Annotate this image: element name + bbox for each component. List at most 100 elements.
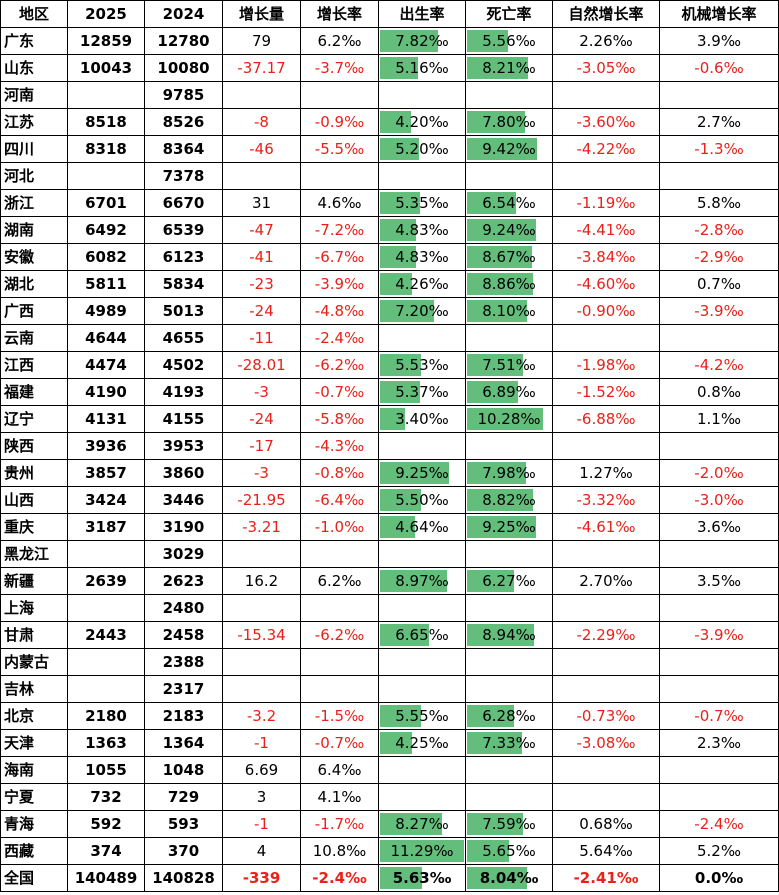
growth-rate-cell [300,81,379,109]
natural-growth-cell: 5.64‰ [552,837,660,865]
data-bar [380,516,415,538]
migration-growth-cell: 5.8‰ [659,189,779,217]
natural-growth-cell [552,756,660,784]
growth-rate-cell [300,648,379,676]
value-2024-cell: 370 [144,837,223,865]
birth-rate-cell: 9.25‰ [378,459,466,487]
table-row: 四川 8318 8364 -46 -5.5‰ 5.20‰ 9.42‰ -4.22‰ -1.3‰ [0,135,779,163]
data-bar [467,489,533,511]
region-cell: 海南 [0,756,68,784]
data-bar [467,462,527,484]
value-2024-cell: 3190 [144,513,223,541]
header-birth-rate: 出生率 [378,0,466,28]
increase-cell: -23 [222,270,301,298]
table-row: 山东 10043 10080 -37.17 -3.7‰ 5.16‰ 8.21‰ -3.05‰ -… [0,54,779,82]
birth-rate-cell: 5.20‰ [378,135,466,163]
data-bar [467,570,514,592]
increase-cell: 4 [222,837,301,865]
death-rate-cell: 8.04‰ [465,864,553,892]
data-bar [380,30,439,52]
data-bar [380,381,420,403]
death-rate-cell: 6.28‰ [465,702,553,730]
table-row: 宁夏 732 729 3 4.1‰ [0,783,779,811]
birth-rate-cell: 5.55‰ [378,702,466,730]
header-growth-rate: 增长率 [300,0,379,28]
bar-value-label: 4.64‰ [395,518,449,536]
growth-rate-cell [300,594,379,622]
data-bar [467,624,534,646]
migration-growth-cell: -0.6‰ [659,54,779,82]
death-rate-cell [465,162,553,190]
value-2024-cell: 3029 [144,540,223,568]
value-2025-cell: 2639 [67,567,145,595]
value-2024-cell: 2388 [144,648,223,676]
table-row: 青海 592 593 -1 -1.7‰ 8.27‰ 7.59‰ 0.68‰ -2.4‰ [0,810,779,838]
death-rate-cell: 8.21‰ [465,54,553,82]
value-2025-cell: 2180 [67,702,145,730]
death-rate-cell [465,648,553,676]
value-2025-cell [67,648,145,676]
bar-value-label: 7.20‰ [395,302,449,320]
table-row: 湖北 5811 5834 -23 -3.9‰ 4.26‰ 8.86‰ -4.60‰ 0.7‰ [0,270,779,298]
increase-cell: 79 [222,27,301,55]
natural-growth-cell: -3.60‰ [552,108,660,136]
value-2025-cell: 8518 [67,108,145,136]
data-bar [467,111,526,133]
birth-rate-cell [378,432,466,460]
value-2025-cell: 732 [67,783,145,811]
death-rate-cell: 10.28‰ [465,405,553,433]
increase-cell: -3 [222,378,301,406]
table-row: 贵州 3857 3860 -3 -0.8‰ 9.25‰ 7.98‰ 1.27‰ -2.0‰ [0,459,779,487]
value-2024-cell: 593 [144,810,223,838]
bar-value-label: 4.83‰ [395,221,449,239]
migration-growth-cell: 0.8‰ [659,378,779,406]
value-2025-cell: 3187 [67,513,145,541]
bar-value-label: 8.67‰ [482,248,536,266]
bar-value-label: 7.82‰ [395,32,449,50]
table-row: 北京 2180 2183 -3.2 -1.5‰ 5.55‰ 6.28‰ -0.73‰ -0.7‰ [0,702,779,730]
data-bar [380,273,412,295]
value-2024-cell: 1364 [144,729,223,757]
table-row: 山西 3424 3446 -21.95 -6.4‰ 5.50‰ 8.82‰ -3.32‰ -3.… [0,486,779,514]
bar-value-label: 5.35‰ [395,194,449,212]
value-2024-cell: 3953 [144,432,223,460]
data-bar [380,462,449,484]
increase-cell: -37.17 [222,54,301,82]
growth-rate-cell: -6.7‰ [300,243,379,271]
growth-rate-cell: -0.8‰ [300,459,379,487]
natural-growth-cell: -6.88‰ [552,405,660,433]
migration-growth-cell [659,324,779,352]
value-2024-cell: 5834 [144,270,223,298]
header-increase: 增长量 [222,0,301,28]
death-rate-cell [465,540,553,568]
data-bar [467,813,524,835]
bar-value-label: 11.29‰ [390,842,454,860]
bar-value-label: 5.55‰ [395,707,449,725]
table-row: 重庆 3187 3190 -3.21 -1.0‰ 4.64‰ 9.25‰ -4.61‰ 3.6‰ [0,513,779,541]
increase-cell: -17 [222,432,301,460]
value-2024-cell: 2480 [144,594,223,622]
increase-cell: -28.01 [222,351,301,379]
data-bar [380,840,464,862]
death-rate-cell: 9.24‰ [465,216,553,244]
increase-cell [222,648,301,676]
birth-rate-cell: 5.37‰ [378,378,466,406]
table-row: 甘肃 2443 2458 -15.34 -6.2‰ 6.65‰ 8.94‰ -2.29‰ -3.… [0,621,779,649]
birth-rate-cell [378,756,466,784]
data-bar [380,732,412,754]
bar-value-label: 10.28‰ [477,410,541,428]
growth-rate-cell: 10.8‰ [300,837,379,865]
bar-value-label: 6.54‰ [482,194,536,212]
bar-value-label: 9.25‰ [482,518,536,536]
region-cell: 湖北 [0,270,68,298]
value-2024-cell: 2458 [144,621,223,649]
natural-growth-cell [552,81,660,109]
table-row: 福建 4190 4193 -3 -0.7‰ 5.37‰ 6.89‰ -1.52‰ 0.8‰ [0,378,779,406]
natural-growth-cell [552,540,660,568]
value-2024-cell: 6670 [144,189,223,217]
bar-value-label: 5.20‰ [395,140,449,158]
header-migration-growth: 机械增长率 [659,0,779,28]
natural-growth-cell [552,324,660,352]
increase-cell: -41 [222,243,301,271]
growth-rate-cell: -1.0‰ [300,513,379,541]
